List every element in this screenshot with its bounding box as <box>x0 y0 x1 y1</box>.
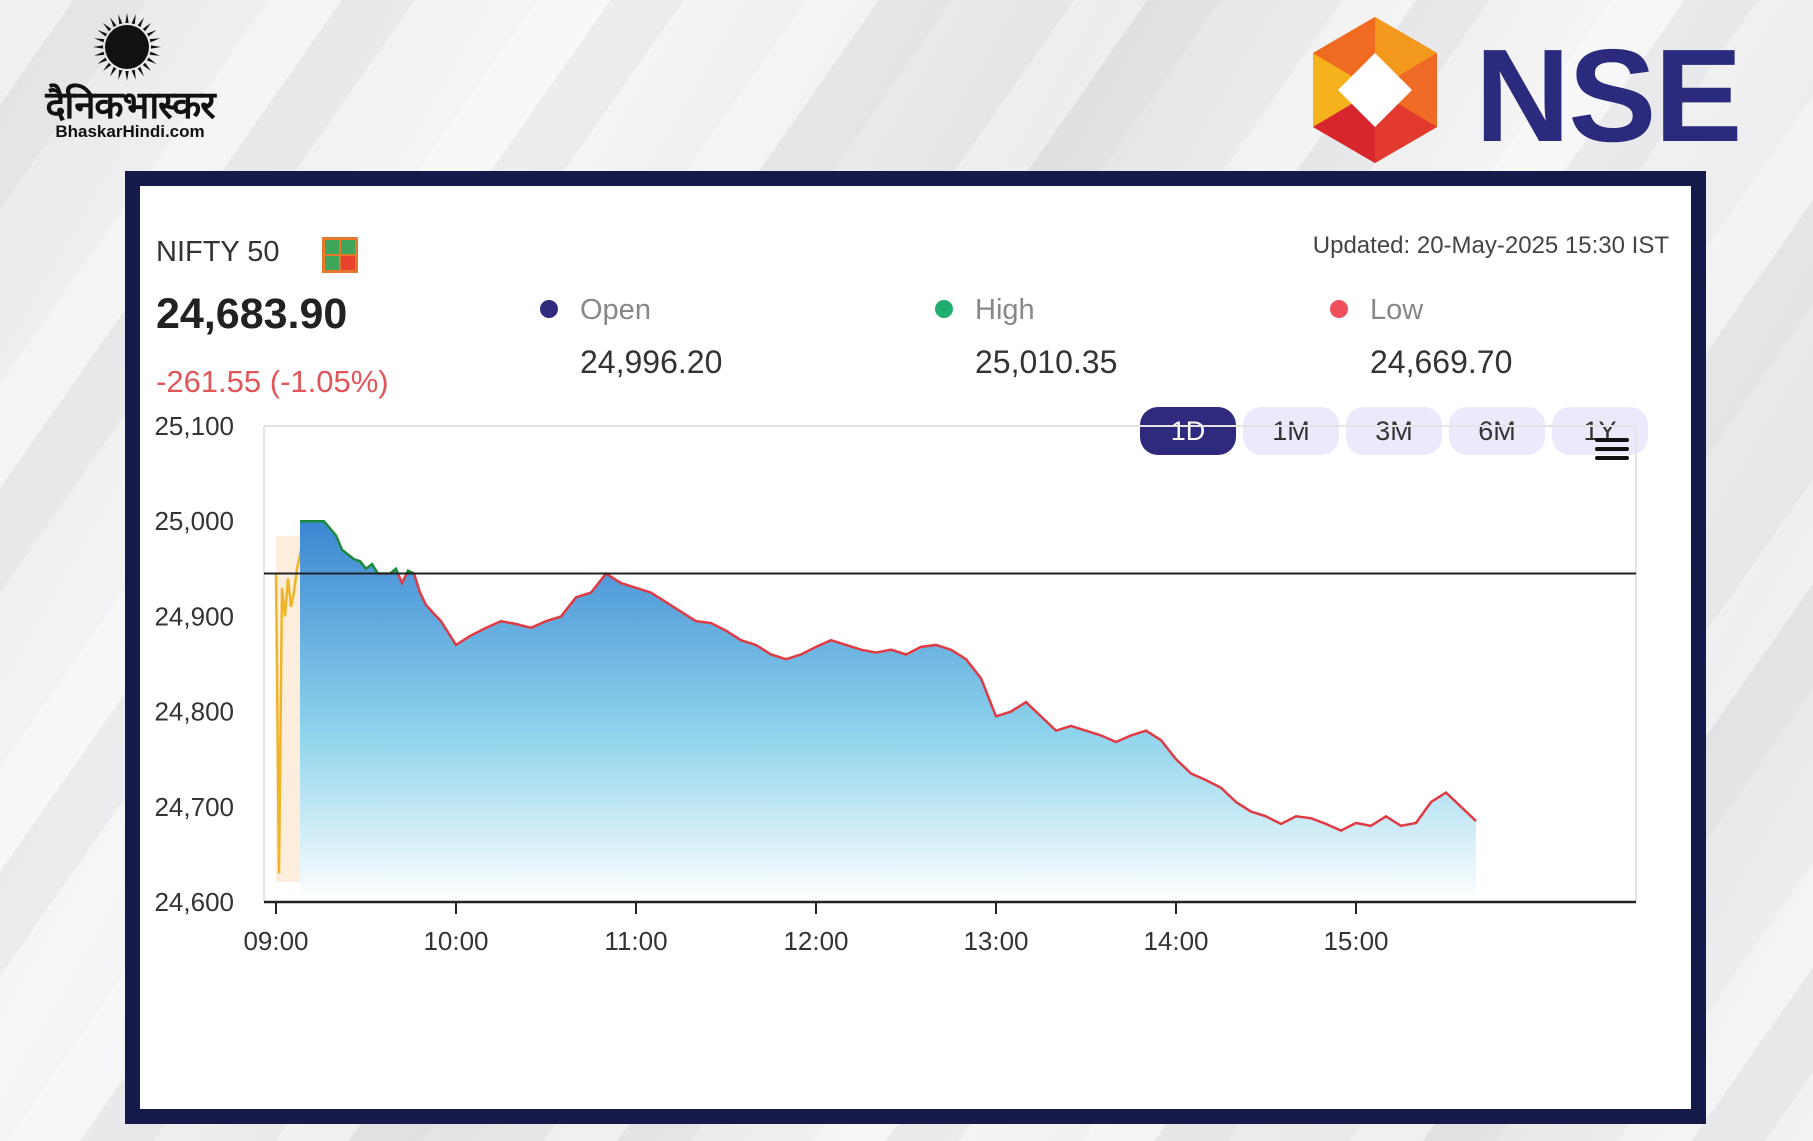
stat-value: 24,669.70 <box>1370 344 1513 380</box>
stat-label: Open <box>580 294 651 326</box>
range-selector: 1D 1M 3M 6M 1Y <box>1140 407 1648 455</box>
index-price: 24,683.90 <box>156 290 348 338</box>
stat-value: 24,996.20 <box>580 344 723 380</box>
x-tick-label: 12:00 <box>783 926 848 956</box>
menu-bar <box>1595 456 1629 460</box>
x-tick-label: 14:00 <box>1143 926 1208 956</box>
nse-wordmark: NSE <box>1475 22 1742 169</box>
open-dot-icon <box>540 300 558 318</box>
series-line-below-open <box>376 573 1477 832</box>
x-tick-label: 13:00 <box>963 926 1028 956</box>
nse-emblem-icon <box>1313 17 1437 163</box>
menu-bar <box>1595 438 1629 442</box>
y-tick-label: 24,800 <box>154 697 234 727</box>
y-tick-label: 25,100 <box>154 411 234 441</box>
x-tick-label: 09:00 <box>243 926 308 956</box>
brand-site: BhaskarHindi.com <box>55 122 205 141</box>
x-tick-label: 15:00 <box>1323 926 1388 956</box>
y-tick-label: 25,000 <box>154 506 234 536</box>
sun-emblem-icon <box>93 13 161 81</box>
index-card: NIFTY 50 Updated: 20-May-2025 15:30 IST … <box>140 186 1691 1109</box>
y-tick-label: 24,900 <box>154 601 234 631</box>
stat-label: Low <box>1370 294 1424 326</box>
nse-logo: NSE <box>1300 15 1760 169</box>
stat-label: High <box>975 294 1035 326</box>
range-3m-button[interactable]: 3M <box>1346 407 1442 455</box>
menu-bar <box>1595 447 1629 451</box>
stat-value: 25,010.35 <box>975 344 1118 380</box>
x-tick-label: 10:00 <box>423 926 488 956</box>
range-1d-button[interactable]: 1D <box>1140 407 1236 455</box>
intraday-chart: 25,100 25,000 24,900 24,800 24,700 24,600 09:0… <box>154 411 1637 956</box>
series-area <box>300 521 1476 902</box>
index-name: NIFTY 50 <box>156 236 280 268</box>
brand-name: दैनिकभास्कर <box>45 83 215 127</box>
high-dot-icon <box>935 300 953 318</box>
y-tick-label: 24,600 <box>154 887 234 917</box>
range-6m-button[interactable]: 6M <box>1449 407 1545 455</box>
y-tick-label: 24,700 <box>154 792 234 822</box>
chart-menu-icon[interactable] <box>1595 438 1629 460</box>
updated-timestamp: Updated: 20-May-2025 15:30 IST <box>1312 232 1669 259</box>
low-dot-icon <box>1330 300 1348 318</box>
market-status-icon[interactable] <box>322 237 358 273</box>
index-change: -261.55 (-1.05%) <box>156 364 389 399</box>
range-1m-button[interactable]: 1M <box>1243 407 1339 455</box>
chart-card-frame: NIFTY 50 Updated: 20-May-2025 15:30 IST … <box>125 171 1706 1124</box>
x-tick-label: 11:00 <box>604 926 667 956</box>
dainik-bhaskar-logo: दैनिकभास्कर BhaskarHindi.com <box>20 12 240 147</box>
